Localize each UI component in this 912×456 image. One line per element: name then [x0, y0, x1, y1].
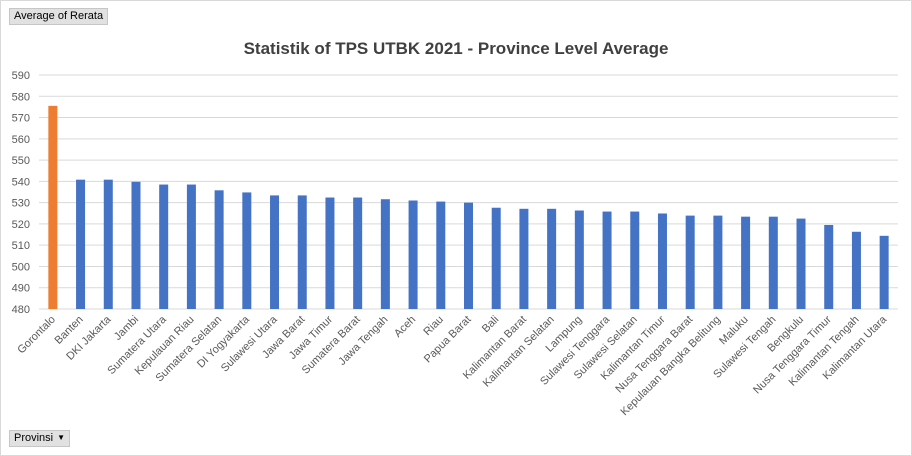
y-tick-label: 490 — [12, 283, 30, 295]
x-tick-label: Bali — [480, 314, 501, 335]
bar — [713, 215, 723, 309]
bar — [103, 179, 113, 309]
axis-field-label: Provinsi — [14, 432, 54, 444]
bar — [574, 210, 584, 309]
bar — [547, 208, 557, 309]
bar — [408, 200, 418, 309]
bar — [242, 192, 252, 309]
bar — [270, 195, 280, 309]
bar — [353, 197, 363, 309]
bar — [186, 184, 196, 309]
bar — [741, 216, 751, 309]
axis-field-button[interactable]: Provinsi ▼ — [9, 430, 71, 447]
dropdown-arrow-icon: ▼ — [57, 433, 66, 442]
y-tick-label: 570 — [12, 113, 30, 125]
bar — [159, 184, 169, 309]
y-tick-label: 550 — [12, 155, 30, 167]
bar — [297, 195, 307, 309]
bar — [76, 179, 86, 309]
bar — [491, 207, 501, 309]
bar — [768, 216, 778, 309]
y-tick-label: 510 — [12, 240, 30, 252]
y-tick-label: 500 — [12, 261, 30, 273]
bar — [824, 224, 834, 309]
bar — [851, 231, 861, 309]
chart-title: Statistik of TPS UTBK 2021 - Province Le… — [244, 39, 669, 58]
bar — [685, 215, 695, 309]
bar — [630, 211, 640, 309]
value-field-label: Average of Rerata — [14, 10, 104, 22]
bar — [214, 190, 224, 309]
y-tick-label: 530 — [12, 198, 30, 210]
bars — [48, 105, 889, 309]
bar — [602, 211, 612, 309]
x-tick-label: Riau — [421, 314, 445, 338]
bar — [657, 213, 667, 309]
y-tick-label: 540 — [12, 176, 30, 188]
bar — [325, 197, 335, 309]
bar — [464, 202, 473, 309]
bar — [131, 181, 141, 309]
bar — [519, 208, 529, 309]
y-tick-label: 590 — [12, 70, 30, 82]
y-tick-label: 580 — [12, 91, 30, 103]
x-tick-label: Gorontalo — [15, 314, 58, 357]
y-tick-label: 520 — [12, 219, 30, 231]
bar — [796, 218, 806, 309]
y-tick-label: 560 — [12, 134, 30, 146]
bar — [879, 235, 889, 309]
value-field-button[interactable]: Average of Rerata — [9, 8, 109, 25]
bar — [48, 105, 58, 309]
y-axis-ticks: 480 490 500 510 520 530 540 550 560 570 580 590 — [12, 70, 30, 316]
x-tick-label: Aceh — [392, 314, 418, 340]
y-tick-label: 480 — [12, 304, 30, 316]
x-tick-label: Jawa Tengah — [336, 314, 390, 368]
bar — [380, 199, 390, 309]
bar — [436, 201, 446, 309]
